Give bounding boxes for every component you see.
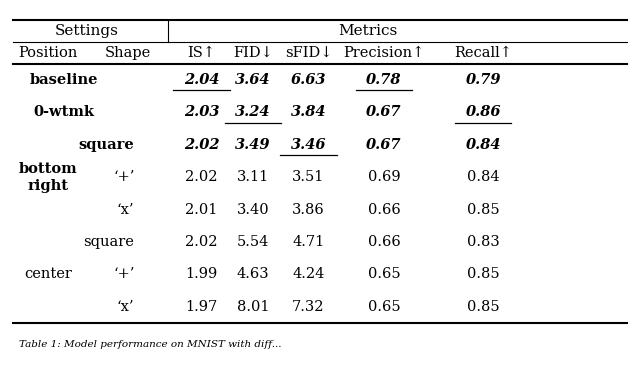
Text: 4.63: 4.63: [237, 268, 269, 281]
Text: 0.85: 0.85: [467, 300, 499, 314]
Text: ‘x’: ‘x’: [117, 300, 134, 314]
Text: 0.65: 0.65: [368, 268, 400, 281]
Text: 8.01: 8.01: [237, 300, 269, 314]
Text: IS↑: IS↑: [188, 46, 216, 60]
Text: 0.66: 0.66: [367, 235, 401, 249]
Text: square: square: [84, 235, 134, 249]
Text: 0-wtmk: 0-wtmk: [33, 105, 95, 119]
Text: Position: Position: [19, 46, 77, 60]
Text: 4.71: 4.71: [292, 235, 324, 249]
Text: 0.84: 0.84: [467, 170, 499, 184]
Text: 2.02: 2.02: [186, 235, 218, 249]
Text: Settings: Settings: [54, 24, 118, 38]
Text: 0.86: 0.86: [465, 105, 501, 119]
Text: 3.84: 3.84: [291, 105, 326, 119]
Text: 3.64: 3.64: [235, 73, 271, 87]
Text: 3.46: 3.46: [291, 138, 326, 152]
Text: ‘x’: ‘x’: [117, 203, 134, 217]
Text: 2.01: 2.01: [186, 203, 218, 217]
Text: ‘+’: ‘+’: [113, 268, 134, 281]
Text: 4.24: 4.24: [292, 268, 324, 281]
Text: 6.63: 6.63: [291, 73, 326, 87]
Text: 3.24: 3.24: [235, 105, 271, 119]
Text: Table 1: Model performance on MNIST with diff...: Table 1: Model performance on MNIST with…: [19, 341, 282, 349]
Text: Metrics: Metrics: [339, 24, 397, 38]
Text: FID↓: FID↓: [233, 46, 273, 60]
Text: 0.85: 0.85: [467, 268, 499, 281]
Text: 5.54: 5.54: [237, 235, 269, 249]
Text: Shape: Shape: [105, 46, 151, 60]
Text: 1.99: 1.99: [186, 268, 218, 281]
Text: 0.66: 0.66: [367, 203, 401, 217]
Text: 0.84: 0.84: [465, 138, 501, 152]
Text: 7.32: 7.32: [292, 300, 324, 314]
Text: 0.67: 0.67: [366, 138, 402, 152]
Text: square: square: [79, 138, 134, 152]
Text: 3.86: 3.86: [292, 203, 325, 217]
Text: baseline: baseline: [29, 73, 99, 87]
Text: Precision↑: Precision↑: [343, 46, 425, 60]
Text: 0.79: 0.79: [465, 73, 501, 87]
Text: ‘+’: ‘+’: [113, 170, 134, 184]
Text: center: center: [24, 268, 72, 281]
Text: 2.04: 2.04: [184, 73, 220, 87]
Text: 0.69: 0.69: [368, 170, 400, 184]
Text: Recall↑: Recall↑: [454, 46, 512, 60]
Text: 3.51: 3.51: [292, 170, 324, 184]
Text: 1.97: 1.97: [186, 300, 218, 314]
Text: bottom
right: bottom right: [19, 162, 77, 193]
Text: 2.02: 2.02: [184, 138, 220, 152]
Text: 3.49: 3.49: [235, 138, 271, 152]
Text: 0.83: 0.83: [467, 235, 500, 249]
Text: 0.67: 0.67: [366, 105, 402, 119]
Text: 0.78: 0.78: [366, 73, 402, 87]
Text: sFID↓: sFID↓: [285, 46, 332, 60]
Text: 2.02: 2.02: [186, 170, 218, 184]
Text: 3.11: 3.11: [237, 170, 269, 184]
Text: 3.40: 3.40: [237, 203, 269, 217]
Text: 0.65: 0.65: [368, 300, 400, 314]
Text: 2.03: 2.03: [184, 105, 220, 119]
Text: 0.85: 0.85: [467, 203, 499, 217]
